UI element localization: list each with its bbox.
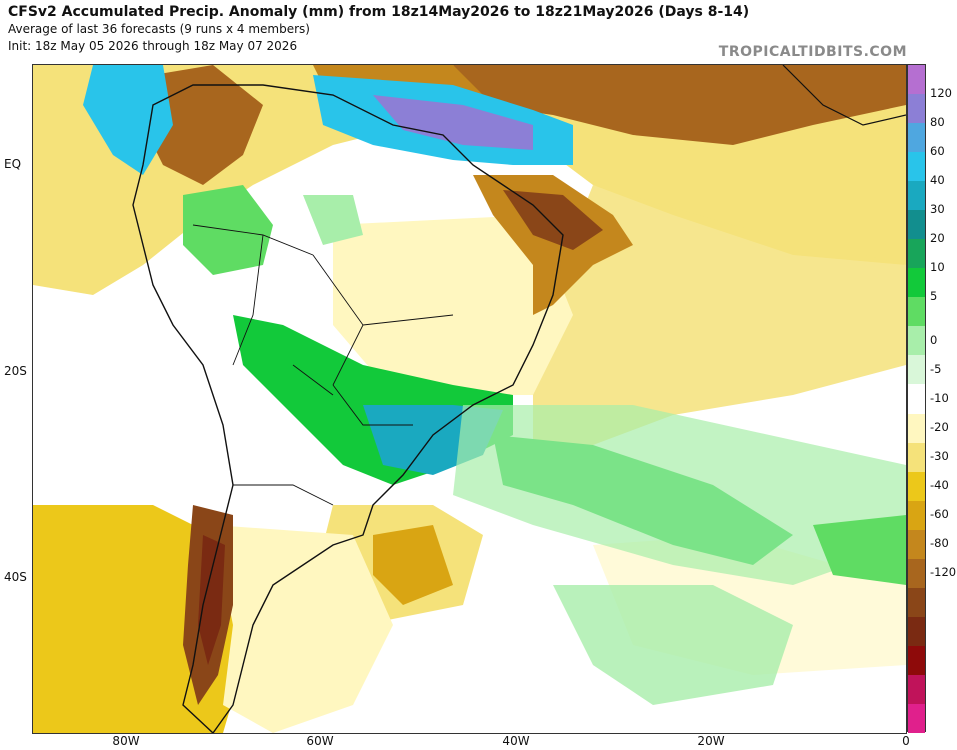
colorbar-segment: [908, 558, 925, 589]
colorbar-segment: [908, 181, 925, 211]
lat-label-eq: EQ: [4, 157, 22, 171]
map-subtitle: Average of last 36 forecasts (9 runs x 4…: [8, 22, 310, 36]
colorbar-segment: [908, 587, 925, 618]
colorbar-tick-label: -20: [930, 420, 949, 435]
colorbar-tick-label: 80: [930, 115, 945, 130]
country-borders: [192, 224, 454, 506]
lat-label-40s: 40S: [4, 570, 27, 584]
colorbar-segment: [908, 645, 925, 676]
colorbar-segment: [908, 355, 925, 385]
colorbar-segment: [908, 65, 925, 95]
colorbar-segment: [908, 703, 925, 734]
dry-core-ne-brazil: [503, 190, 603, 250]
colorbar-segment: [908, 123, 925, 153]
colorbar-tick-label: -30: [930, 449, 949, 464]
dry-chile-core: [198, 535, 225, 665]
dry-band-north-africa: [453, 65, 906, 145]
lon-label-60w: 60W: [306, 734, 334, 748]
colorbar-tick-label: -5: [930, 361, 942, 376]
lon-label-20w: 20W: [697, 734, 725, 748]
colorbar-tick-label: 60: [930, 144, 945, 159]
colorbar-segment: [908, 94, 925, 124]
colorbar-tick-label: -120: [930, 565, 957, 580]
dry-band-ne-brazil: [473, 175, 633, 315]
colorbar-tick-label: 120: [930, 86, 952, 101]
init-line: Init: 18z May 05 2026 through 18z May 07…: [8, 39, 298, 53]
dry-region-south-atlantic: [373, 525, 453, 605]
lon-label-80w: 80W: [112, 734, 140, 748]
colorbar-tick-label: -60: [930, 507, 949, 522]
colorbar-tick-label: 10: [930, 260, 945, 275]
colorbar-segment: [908, 239, 925, 269]
colorbar-tick-label: -80: [930, 536, 949, 551]
map-title: CFSv2 Accumulated Precip. Anomaly (mm) f…: [8, 4, 750, 20]
pale-yellow-central: [333, 215, 573, 395]
colorbar-segment: [908, 616, 925, 647]
colorbar-segment: [908, 674, 925, 705]
colorbar-segment: [908, 471, 925, 502]
south-america-coastline: [132, 84, 564, 733]
colorbar-segment: [908, 442, 925, 473]
map-panel: [32, 64, 907, 734]
colorbar-segment: [908, 500, 925, 531]
brand-watermark: TROPICALTIDBITS.COM: [718, 44, 907, 60]
lon-label-0: 0: [902, 734, 910, 748]
colorbar-tick-label: -40: [930, 478, 949, 493]
wet-patch-central: [303, 195, 363, 245]
wet-east-patch: [813, 515, 906, 585]
africa-coastline: [782, 65, 906, 126]
colorbar-segment: [908, 529, 925, 560]
colorbar: [907, 64, 926, 734]
colorbar-tick-label: 40: [930, 173, 945, 188]
colorbar-tick-label: 0: [930, 332, 938, 347]
colorbar-tick-label: 5: [930, 289, 938, 304]
colorbar-segment: [908, 210, 925, 240]
colorbar-tick-label: 30: [930, 202, 945, 217]
colorbar-segment: [908, 413, 925, 444]
wet-core-amazon-north: [373, 95, 533, 150]
lat-label-20s: 20S: [4, 364, 27, 378]
colorbar-segment: [908, 384, 925, 414]
colorbar-tick-label: 20: [930, 231, 945, 246]
colorbar-segment: [908, 152, 925, 182]
colorbar-segment: [908, 326, 925, 356]
colorbar-tick-label: -10: [930, 391, 949, 405]
pale-yellow-south: [213, 525, 393, 733]
wet-atlantic-halo: [453, 405, 906, 585]
colorbar-segment: [908, 297, 925, 327]
lon-label-40w: 40W: [502, 734, 530, 748]
colorbar-segment: [908, 268, 925, 298]
wet-band-ecuador: [83, 65, 173, 175]
title-block: CFSv2 Accumulated Precip. Anomaly (mm) f…: [8, 4, 749, 55]
anomaly-map: [33, 65, 906, 733]
dry-region-east-atlantic: [533, 185, 906, 445]
wet-south-atlantic: [553, 585, 793, 705]
